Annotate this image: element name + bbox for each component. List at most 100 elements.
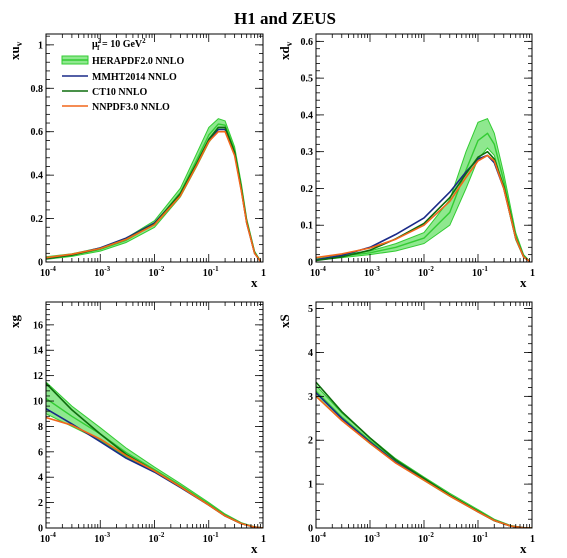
x-tick-exponent: -4 <box>50 531 56 539</box>
series-line-nnpdf3.0 <box>316 395 532 528</box>
y-axis-label-main: xS <box>277 314 292 328</box>
y-tick-label: 1 <box>38 40 43 51</box>
y-tick-label: 0 <box>38 258 43 269</box>
x-tick-base: 10 <box>310 534 320 545</box>
legend: μ2 f = 10 GeV2 HERAPDF2.0 NNLO MMHT2014 NNL… <box>61 37 184 113</box>
y-tick-label: 0 <box>308 258 313 269</box>
y-tick-label: 0.1 <box>301 221 314 232</box>
y-tick-label: 0.8 <box>31 84 44 95</box>
x-tick-exponent: -3 <box>374 531 380 539</box>
legend-scale-value: = 10 GeV <box>100 39 143 50</box>
y-tick-label: 2 <box>308 436 313 447</box>
y-tick-label: 0.3 <box>301 147 314 158</box>
y-tick-label: 0 <box>38 524 43 535</box>
y-axis-label-subscript: v <box>14 41 24 46</box>
legend-mu: μ <box>92 39 98 50</box>
series-line-ct10 <box>46 382 263 528</box>
x-tick-exponent: -3 <box>104 265 110 273</box>
x-tick-label: 10-1 <box>472 531 488 545</box>
x-tick-exponent: -1 <box>213 265 219 273</box>
figure-title: H1 and ZEUS <box>234 9 336 28</box>
series-line-ct10 <box>46 126 262 262</box>
series-line-mmht2014 <box>316 392 532 528</box>
y-tick-label: 8 <box>38 422 43 433</box>
y-tick-label: 2 <box>38 498 43 509</box>
series-line-nnpdf3.0 <box>46 416 263 528</box>
legend-entry-label: CT10 NNLO <box>92 87 148 98</box>
legend-scale-label: μ2 f = 10 GeV2 <box>92 37 146 52</box>
legend-entry-label: NNPDF3.0 NNLO <box>92 102 170 113</box>
y-axis-label-subscript: v <box>284 41 294 46</box>
x-tick-label: 10-1 <box>203 265 219 279</box>
x-tick-exponent: -4 <box>320 265 326 273</box>
x-tick-label: 1 <box>530 534 535 545</box>
series-line-mmht2014 <box>46 128 262 262</box>
y-axis-label: xdv <box>277 41 294 60</box>
x-tick-base: 10 <box>203 534 213 545</box>
x-tick-base: 10 <box>364 534 374 545</box>
y-tick-label: 1 <box>308 480 313 491</box>
y-axis-label: xS <box>277 314 292 328</box>
x-tick-base: 10 <box>364 268 374 279</box>
y-tick-label: 0.2 <box>31 214 44 225</box>
series-line-herapdf2.0 <box>46 123 262 262</box>
x-tick-exponent: -2 <box>428 531 434 539</box>
x-tick-label: 10-3 <box>364 265 380 279</box>
y-tick-label: 3 <box>308 392 313 403</box>
x-tick-exponent: -2 <box>159 265 165 273</box>
y-tick-label: 12 <box>33 371 43 382</box>
plot-frame <box>315 301 533 529</box>
x-tick-base: 10 <box>418 268 428 279</box>
x-tick-base: 10 <box>40 268 50 279</box>
legend-entry-label: MMHT2014 NNLO <box>92 72 177 83</box>
x-axis-label: x <box>251 275 258 290</box>
y-tick-label: 0.5 <box>301 74 314 85</box>
x-tick-label: 10-2 <box>149 265 165 279</box>
y-tick-label: 0.2 <box>301 184 314 195</box>
y-axis-label-main: xd <box>277 46 292 61</box>
x-axis-label: x <box>520 275 527 290</box>
x-tick-exponent: -3 <box>374 265 380 273</box>
series-line-nnpdf3.0 <box>316 154 530 262</box>
series-line-ct10 <box>316 381 532 528</box>
y-tick-label: 6 <box>38 447 43 458</box>
x-tick-label: 10-3 <box>94 531 110 545</box>
herapdf-uncertainty-band <box>316 117 530 262</box>
x-tick-label: 10-2 <box>149 531 165 545</box>
y-tick-label: 0.4 <box>301 110 314 121</box>
x-tick-base: 10 <box>203 268 213 279</box>
series-line-nnpdf3.0 <box>46 130 262 262</box>
x-tick-exponent: -3 <box>104 531 110 539</box>
y-tick-label: 0.6 <box>301 37 314 48</box>
x-tick-exponent: -2 <box>428 265 434 273</box>
x-tick-base: 10 <box>94 534 104 545</box>
herapdf-uncertainty-band <box>46 381 263 528</box>
x-tick-base: 10 <box>472 268 482 279</box>
x-tick-base: 10 <box>472 534 482 545</box>
y-tick-label: 10 <box>33 397 43 408</box>
x-tick-label: 10-4 <box>310 531 326 545</box>
x-tick-base: 10 <box>310 268 320 279</box>
x-tick-label: 1 <box>261 268 266 279</box>
x-axis-label: x <box>251 541 258 556</box>
x-tick-label: 1 <box>530 268 535 279</box>
x-tick-exponent: -4 <box>50 265 56 273</box>
y-tick-label: 14 <box>33 346 43 357</box>
x-axis-label: x <box>520 541 527 556</box>
x-tick-exponent: -2 <box>159 531 165 539</box>
x-tick-base: 10 <box>418 534 428 545</box>
x-tick-base: 10 <box>94 268 104 279</box>
x-tick-label: 10-1 <box>472 265 488 279</box>
legend-entry-label: HERAPDF2.0 NNLO <box>92 56 184 67</box>
series-line-herapdf2.0 <box>316 390 532 528</box>
x-tick-label: 10-1 <box>203 531 219 545</box>
legend-mu-sup: 2 <box>98 37 102 45</box>
legend-mu-sub: f <box>97 44 100 52</box>
x-tick-label: 10-3 <box>94 265 110 279</box>
x-tick-base: 10 <box>149 534 159 545</box>
x-tick-exponent: -1 <box>482 531 488 539</box>
